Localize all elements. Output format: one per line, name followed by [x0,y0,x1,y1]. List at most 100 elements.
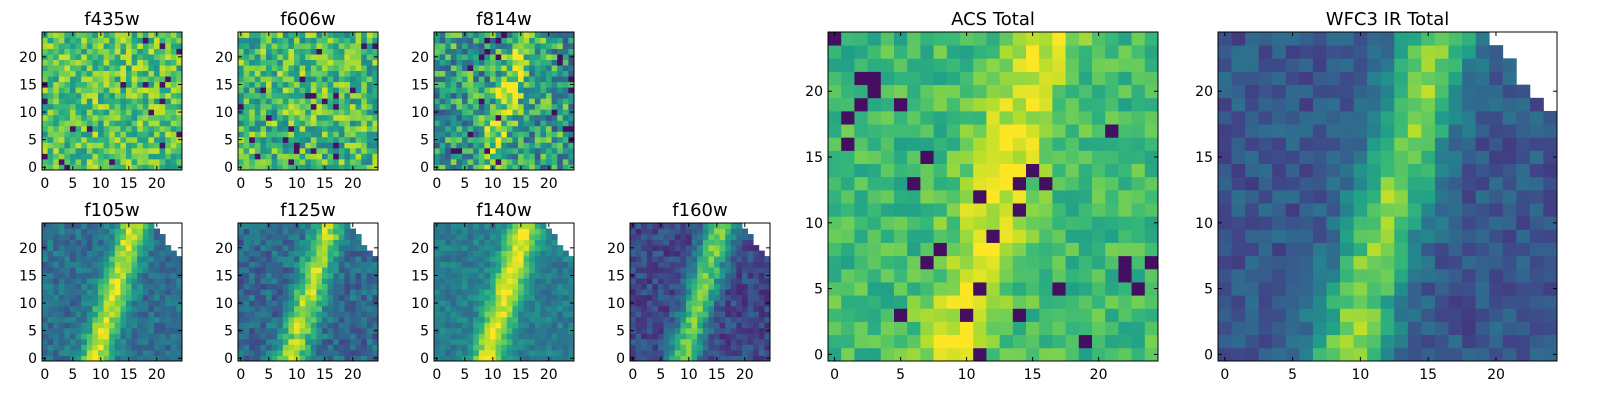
heatmap-cell [523,289,530,296]
heatmap-cell [277,245,284,251]
heatmap-cell [282,316,289,323]
heatmap-cell [946,163,961,178]
heatmap-cell [81,228,88,235]
heatmap-cell [894,268,908,283]
heatmap-cell [53,32,60,38]
heatmap-cell [131,234,138,240]
heatmap-cell [434,228,440,235]
heatmap-cell [103,59,110,66]
heatmap-cell [148,43,155,49]
heatmap-cell [137,267,144,274]
heatmap-cell [506,256,513,263]
heatmap-cell [473,267,480,274]
heatmap-cell [669,245,676,251]
heatmap-cell [562,355,569,362]
heatmap-cell [473,283,480,290]
heatmap-cell [495,142,502,149]
heatmap-cell [333,267,340,274]
heatmap-cell [266,59,272,66]
heatmap-cell [64,311,71,318]
heatmap-cell [478,59,485,66]
heatmap-cell [1144,268,1159,283]
heatmap-cell [114,278,121,285]
heatmap-cell [238,48,244,55]
heatmap-cell [92,37,99,44]
heatmap-cell [894,110,908,125]
heatmap-cell [450,228,457,235]
heatmap-cell [1078,124,1093,138]
heatmap-cell [254,344,261,351]
heatmap-cell [58,239,65,246]
heatmap-cell [658,333,664,340]
heatmap-cell [282,256,289,263]
heatmap-cell [243,87,250,94]
heatmap-cell [512,322,519,329]
heatmap-cell [708,322,715,329]
heatmap-cell [1144,216,1159,230]
heatmap-cell [439,305,446,312]
heatmap-cell [282,283,289,290]
heatmap-cell [260,158,267,165]
heatmap-cell [131,136,138,143]
heatmap-cell [350,234,356,240]
heatmap-cell [109,305,116,312]
heatmap-cell [260,333,267,340]
heatmap-cell [635,311,642,318]
heatmap-cell [686,338,692,345]
heatmap-cell [540,278,547,285]
heatmap-cell [434,131,440,138]
heatmap-cell [271,142,278,149]
heatmap-cell [920,295,934,309]
heatmap-cell [501,48,508,55]
heatmap-cell [350,305,356,312]
heatmap-cell [946,268,961,283]
heatmap-cell [333,142,340,149]
heatmap-cell [137,43,144,49]
heatmap-cell [557,81,564,88]
heatmap-cell [350,261,356,268]
heatmap-cell [98,322,104,329]
heatmap-cell [137,344,144,351]
heatmap-cell [327,164,334,171]
heatmap-cell [271,234,278,240]
heatmap-cell [154,256,160,263]
heatmap-cell [1039,189,1053,204]
heatmap-cell [238,316,244,323]
heatmap-cell [462,250,468,257]
heatmap-cell [702,344,709,351]
heatmap-cell [277,70,284,77]
heatmap-cell [467,294,474,301]
heatmap-cell [42,92,48,99]
heatmap-cell [114,114,121,121]
heatmap-cell [1118,268,1132,283]
heatmap-cell [478,109,485,116]
heatmap-cell [114,333,121,340]
heatmap-cell [540,32,547,38]
heatmap-cell [372,316,379,323]
heatmap-cell [518,283,524,290]
heatmap-cell [450,256,457,263]
heatmap-cell [534,65,541,72]
heatmap-cell [725,322,732,329]
heatmap-cell [266,327,272,334]
heatmap-cell [282,234,289,240]
heatmap-cell [266,344,272,351]
heatmap-cell [736,278,743,285]
heatmap-cell [568,278,575,285]
heatmap-cell [243,125,250,132]
heatmap-cell [70,92,76,99]
heatmap-cell [434,65,440,72]
heatmap-cell [867,268,882,283]
heatmap-cell [478,261,485,268]
heatmap-cell [86,245,93,251]
heatmap-cell [120,54,127,60]
heatmap-cell [445,278,452,285]
heatmap-cell [310,223,317,229]
heatmap-cell [686,228,692,235]
heatmap-cell [372,147,379,154]
heatmap-cell [467,87,474,94]
heatmap-cell [534,327,541,334]
heatmap-cell [305,43,312,49]
heatmap-cell [361,120,368,127]
heatmap-cell [1105,176,1119,191]
